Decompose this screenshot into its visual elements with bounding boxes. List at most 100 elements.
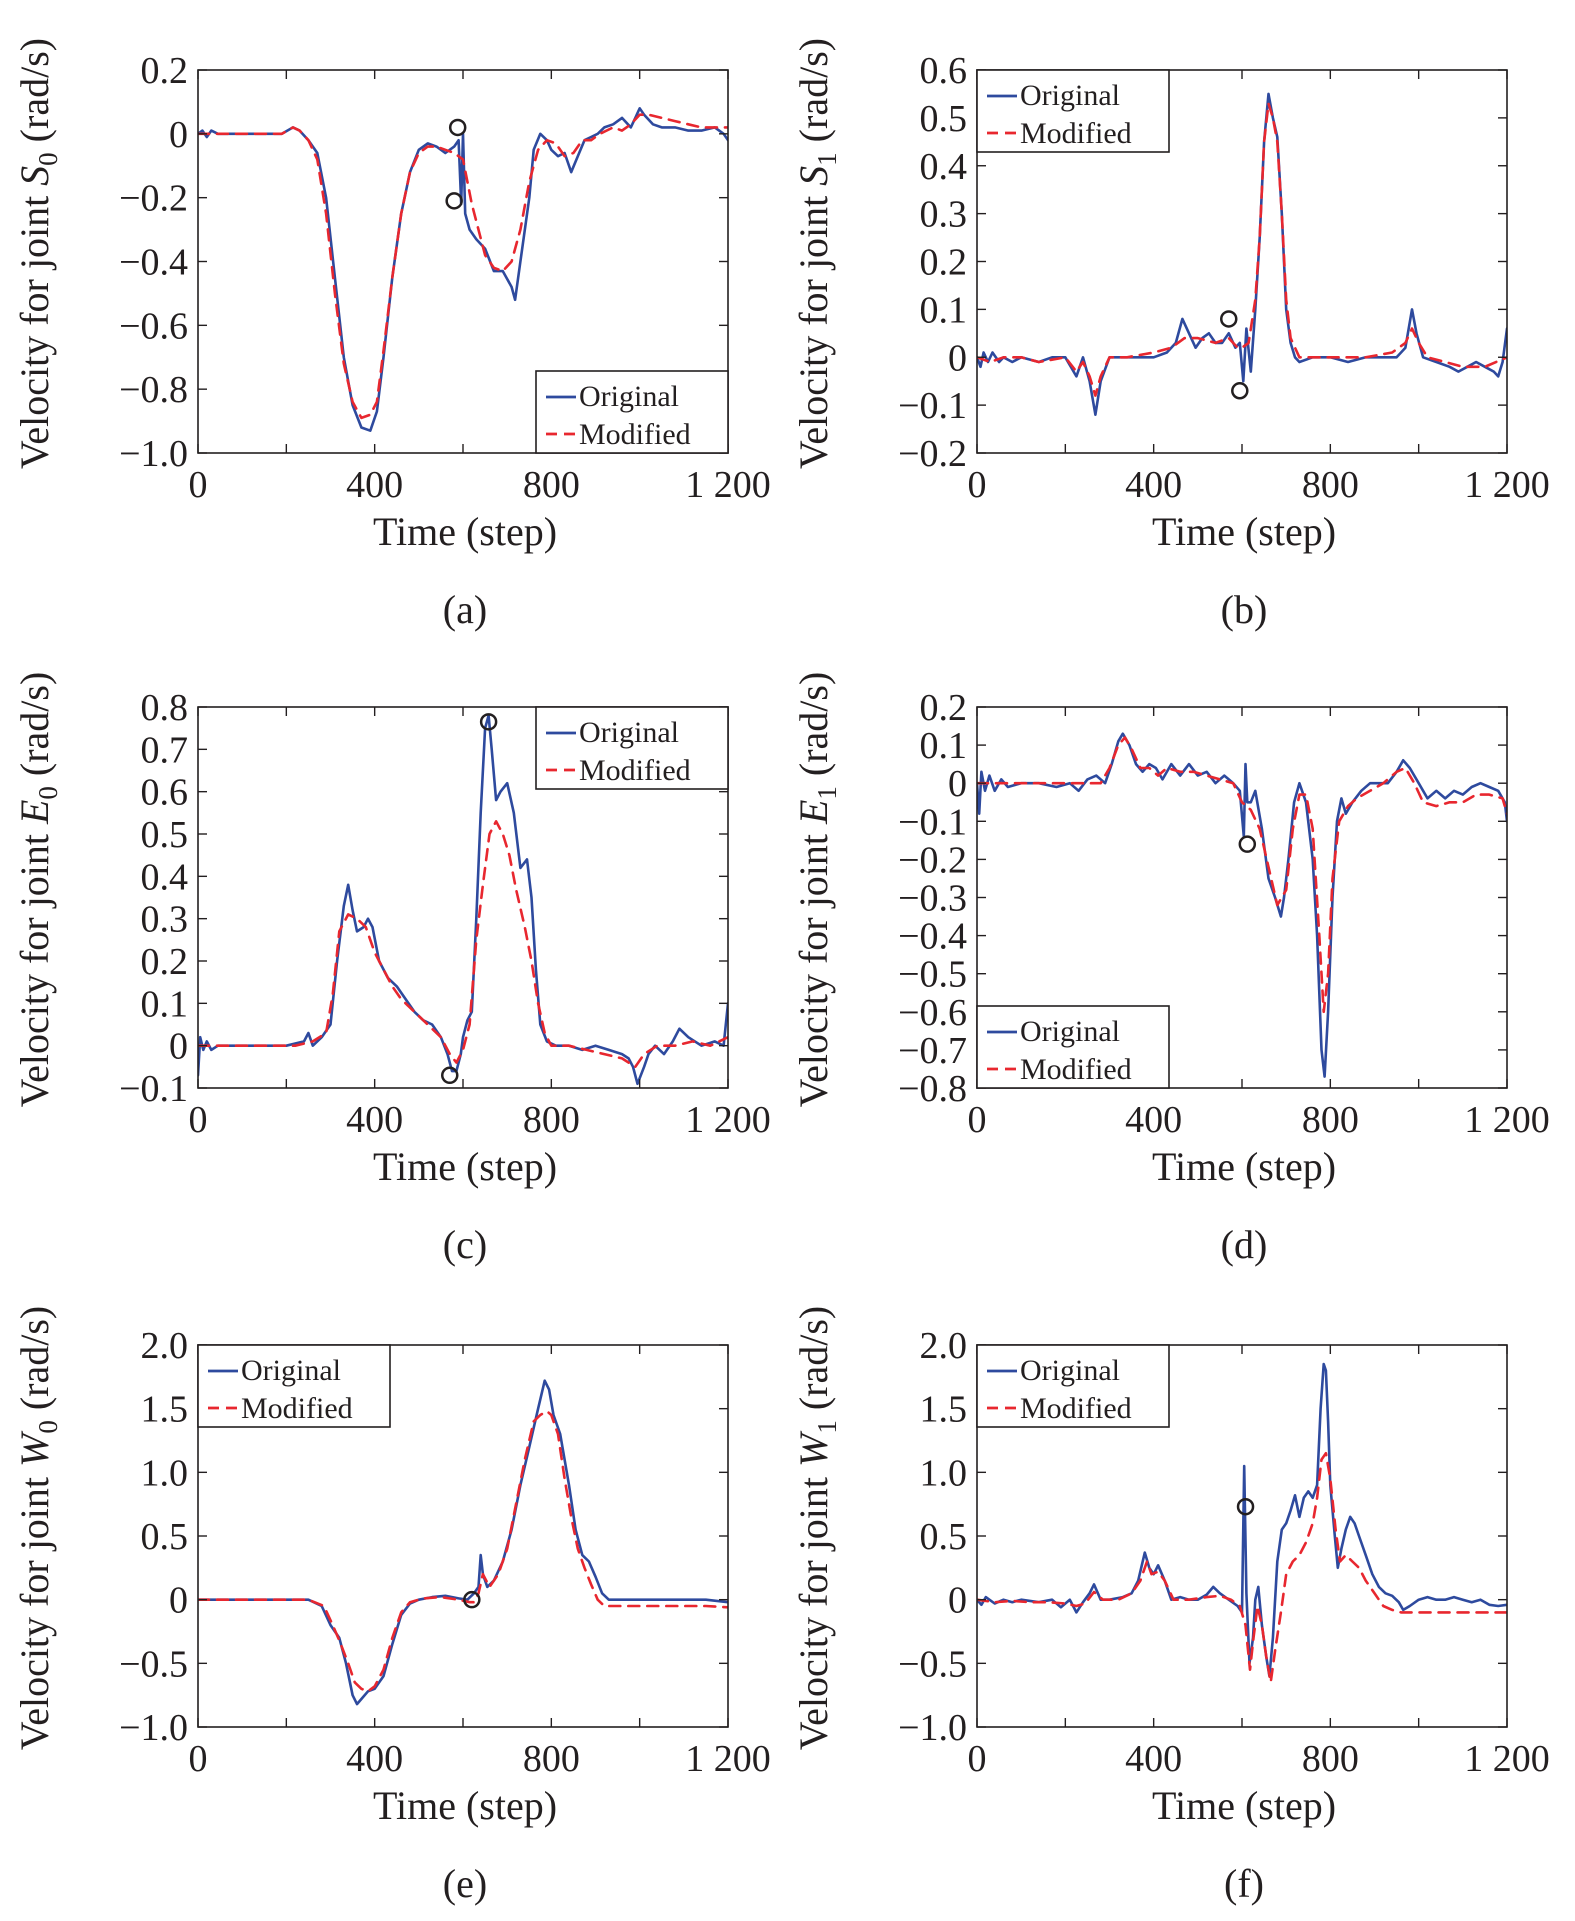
event-marker <box>1231 382 1249 400</box>
x-tick-label: 0 <box>968 1738 987 1780</box>
y-tick-label: −0.6 <box>898 992 967 1034</box>
legend-label-modified: Modified <box>241 1392 353 1425</box>
legend-label-original: Original <box>579 716 679 749</box>
y-tick-label: 0.2 <box>141 941 189 983</box>
panel-caption: (f) <box>1224 1861 1264 1906</box>
panel-caption: (a) <box>443 587 487 632</box>
y-tick-label: 0.6 <box>920 50 968 92</box>
y-tick-label: 0.1 <box>920 289 968 331</box>
y-tick-label: −0.6 <box>119 305 188 347</box>
y-tick-label: −0.2 <box>119 178 188 220</box>
x-tick-label: 800 <box>523 1738 580 1780</box>
x-tick-label: 800 <box>1302 464 1359 506</box>
y-tick-label: −0.3 <box>898 878 967 920</box>
legend-label-original: Original <box>1020 1015 1120 1048</box>
y-tick-label: −1.0 <box>119 433 188 475</box>
legend: Original Modified <box>535 706 729 790</box>
legend: Original Modified <box>976 1005 1170 1089</box>
y-tick-label: −0.8 <box>898 1068 967 1110</box>
event-marker <box>441 1066 459 1085</box>
x-tick-label: 800 <box>523 464 580 506</box>
series-line-original <box>198 714 728 1086</box>
legend-box <box>197 1344 391 1428</box>
legend: Original Modified <box>976 69 1170 153</box>
x-tick-label: 400 <box>346 464 403 506</box>
y-tick-label: 0.3 <box>920 194 968 236</box>
series-line-modified <box>198 820 728 1069</box>
y-axis-label: Velocity for joint E0 (rad/s) <box>12 672 63 1108</box>
event-marker <box>448 118 467 137</box>
y-tick-label: −0.5 <box>119 1643 188 1685</box>
x-axis-label: Time (step) <box>1152 1144 1336 1189</box>
y-tick-label: 0.5 <box>920 1516 968 1558</box>
y-tick-label: 0 <box>948 1580 967 1622</box>
y-tick-label: −1.0 <box>898 1707 967 1749</box>
x-tick-label: 800 <box>1302 1738 1359 1780</box>
legend: Original Modified <box>976 1344 1170 1428</box>
y-tick-label: 0.5 <box>920 98 968 140</box>
event-marker <box>1236 1497 1255 1516</box>
y-tick-label: 0.5 <box>141 814 189 856</box>
x-axis-label: Time (step) <box>373 509 557 554</box>
y-tick-label: 0 <box>169 1580 188 1622</box>
legend-box <box>976 1005 1170 1089</box>
y-tick-label: 0.2 <box>920 242 968 284</box>
series-line-modified <box>198 113 728 420</box>
y-tick-label: 0.5 <box>141 1516 189 1558</box>
y-tick-label: 0.7 <box>141 729 189 771</box>
y-tick-label: 0.8 <box>141 687 189 729</box>
x-tick-label: 400 <box>346 1738 403 1780</box>
y-tick-label: −0.1 <box>898 385 967 427</box>
y-tick-label: 1.5 <box>920 1389 968 1431</box>
chart-panel: 0 400 800 1 200 2.0 1.5 1.0 0.5 0 −0.5 −1.0 Time (s… <box>791 1306 1550 1906</box>
chart-panel: 0 400 800 1 2000.80.70.60.50.40.30.20.10−0.… <box>12 672 771 1267</box>
y-tick-label: −0.2 <box>898 839 967 881</box>
legend: Original Modified <box>535 370 729 454</box>
y-tick-label: 2.0 <box>141 1325 189 1367</box>
x-tick-label: 0 <box>968 464 987 506</box>
y-tick-label: 0 <box>948 763 967 805</box>
legend-label-original: Original <box>1020 79 1120 112</box>
event-marker <box>445 192 463 210</box>
series-line-original <box>977 92 1507 416</box>
y-tick-label: 0 <box>169 114 188 156</box>
y-tick-label: 0.4 <box>920 146 968 188</box>
legend-label-modified: Modified <box>1020 117 1132 150</box>
legend: Original Modified <box>197 1344 391 1428</box>
legend-box <box>535 706 729 790</box>
x-axis-label: Time (step) <box>373 1144 557 1189</box>
chart-panel: 0 400 800 1 2000.20.10−0.1−0.2−0.3−0.4−0.5−… <box>791 672 1550 1267</box>
event-marker <box>1238 835 1257 853</box>
series-line-modified <box>198 1409 728 1693</box>
panels-group: 0 400 800 1 2000.20−0.2−0.4−0.6−0.8−1.0Time… <box>12 38 1550 1906</box>
y-tick-label: 0.1 <box>141 983 189 1025</box>
y-tick-label: −0.5 <box>898 954 967 996</box>
event-marker <box>1220 310 1238 328</box>
x-tick-label: 0 <box>968 1099 987 1141</box>
panel-caption: (b) <box>1221 587 1268 632</box>
y-tick-label: 0.1 <box>920 725 968 767</box>
y-axis-label: Velocity for joint E1 (rad/s) <box>791 672 842 1108</box>
y-tick-label: −1.0 <box>119 1707 188 1749</box>
y-tick-label: −0.1 <box>119 1068 188 1110</box>
y-tick-label: 0.2 <box>920 687 968 729</box>
panel-caption: (d) <box>1221 1222 1268 1267</box>
y-tick-label: 2.0 <box>920 1325 968 1367</box>
legend-box <box>976 1344 1170 1428</box>
x-tick-label: 400 <box>1125 1099 1182 1141</box>
y-axis-label: Velocity for joint S1 (rad/s) <box>791 38 842 469</box>
event-marker <box>463 1590 481 1609</box>
y-tick-label: −0.8 <box>119 369 188 411</box>
series-line-original <box>198 1379 728 1706</box>
x-axis-label: Time (step) <box>1152 1783 1336 1828</box>
legend-label-original: Original <box>579 380 679 413</box>
x-tick-label: 800 <box>523 1099 580 1141</box>
x-tick-label: 0 <box>189 464 208 506</box>
y-tick-label: 1.0 <box>920 1452 968 1494</box>
y-tick-label: −0.4 <box>898 916 967 958</box>
series-line-modified <box>977 1451 1507 1684</box>
y-axis-label: Velocity for joint W1 (rad/s) <box>791 1306 842 1751</box>
legend-label-modified: Modified <box>579 754 691 787</box>
panel-caption: (c) <box>443 1222 487 1267</box>
y-tick-label: 0.2 <box>141 50 189 92</box>
